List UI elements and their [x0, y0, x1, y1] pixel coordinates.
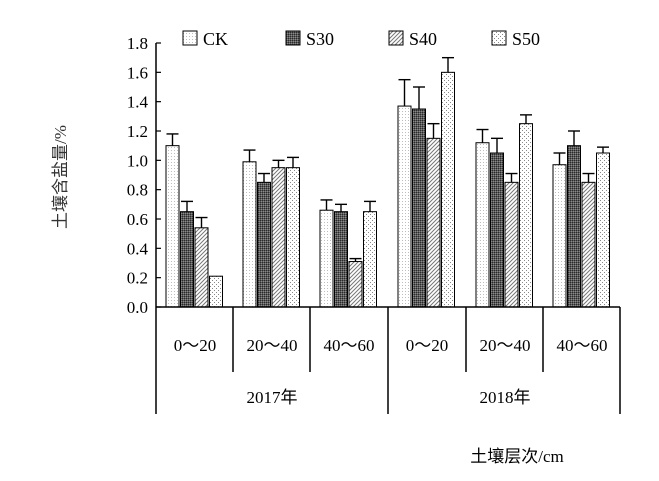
bar-ck	[165, 145, 180, 308]
legend-swatch-s40	[388, 30, 404, 46]
bar-ck	[319, 209, 334, 308]
bar-s40	[426, 137, 441, 308]
x-category-label: 40～60	[557, 336, 608, 355]
bar-s40	[504, 181, 519, 308]
x-category-label: 0～20	[406, 336, 449, 355]
x-axis-label: 土壤层次/cm	[470, 446, 564, 466]
bar-ck	[475, 142, 490, 308]
x-category-label: 0～20	[174, 336, 217, 355]
y-axis-label: 土壤含盐量/%	[50, 125, 70, 229]
bar-s40	[348, 261, 363, 308]
bars	[165, 56, 610, 308]
legend-swatch-ck	[182, 30, 198, 46]
y-tick-label: 1.6	[127, 63, 148, 82]
y-tick-label: 0.2	[127, 269, 148, 288]
x-category-label: 40～60	[324, 336, 375, 355]
legend-swatch-s30	[285, 30, 301, 46]
y-tick-label: 1.8	[127, 34, 148, 53]
bar-s50	[596, 152, 610, 308]
year-label: 2018年	[480, 388, 531, 407]
bar-s50	[209, 275, 223, 308]
x-axis: 0～20 20～40 40～60 0～20 20～40 40～60 2017年 2018年	[155, 306, 621, 414]
bar-s50	[519, 123, 533, 308]
bar-s30	[490, 152, 504, 308]
bar-s30	[257, 181, 271, 308]
y-tick-label: 0.4	[127, 239, 149, 258]
y-tick-label: 1.2	[127, 122, 148, 141]
bar-s30	[334, 211, 348, 308]
y-tick-label: 1.0	[127, 151, 148, 170]
year-label: 2017年	[247, 388, 298, 407]
x-category-label: 20～40	[247, 336, 298, 355]
bar-ck	[397, 105, 412, 308]
y-tick-label: 1.4	[127, 93, 149, 112]
x-category-label: 20～40	[480, 336, 531, 355]
bar-ck	[242, 161, 257, 308]
bar-s50	[363, 211, 377, 308]
bar-s30	[412, 108, 426, 308]
bar-ck	[552, 164, 567, 308]
bar-s40	[194, 227, 209, 308]
legend-swatch-s50	[491, 30, 507, 46]
y-tick-label: 0.6	[127, 210, 148, 229]
y-axis: 0.0 0.2 0.4 0.6 0.8 1.0 1.2 1.4 1.6 1.8	[127, 34, 161, 317]
bar-s40	[271, 167, 286, 308]
legend: CK S30 S40 S50	[182, 29, 540, 49]
legend-label-s40: S40	[409, 29, 437, 49]
bar-s50	[286, 167, 300, 308]
y-tick-label: 0.0	[127, 298, 148, 317]
bar-s50	[441, 71, 455, 308]
legend-label-s30: S30	[306, 29, 334, 49]
bar-s30	[180, 211, 194, 308]
y-tick-label: 0.8	[127, 181, 148, 200]
bar-s30	[567, 145, 581, 308]
legend-label-s50: S50	[512, 29, 540, 49]
legend-label-ck: CK	[203, 29, 228, 49]
bar-s40	[581, 181, 596, 308]
